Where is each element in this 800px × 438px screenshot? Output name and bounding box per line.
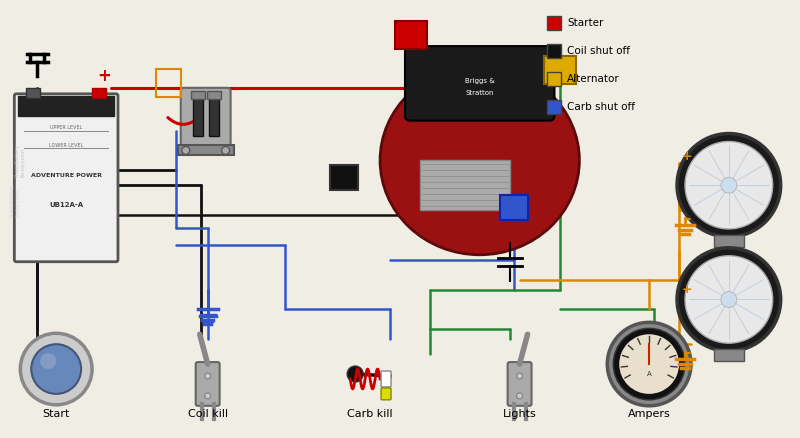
- Circle shape: [614, 328, 685, 400]
- Circle shape: [677, 248, 781, 351]
- Circle shape: [205, 373, 210, 379]
- Text: Lights: Lights: [502, 409, 537, 419]
- Text: Starter: Starter: [567, 18, 604, 28]
- Circle shape: [607, 322, 691, 406]
- Text: PowerBattery
Factory.com: PowerBattery Factory.com: [14, 144, 25, 177]
- Text: Coil kill: Coil kill: [188, 409, 228, 419]
- Circle shape: [222, 146, 230, 155]
- Text: Briggs &: Briggs &: [465, 78, 494, 84]
- Text: UB12A-A: UB12A-A: [49, 202, 83, 208]
- Bar: [395, 21, 427, 49]
- Bar: [547, 16, 562, 30]
- Text: Carb kill: Carb kill: [347, 409, 393, 419]
- FancyBboxPatch shape: [381, 371, 391, 387]
- FancyBboxPatch shape: [196, 362, 220, 406]
- Bar: [209, 96, 218, 135]
- Text: -: -: [684, 211, 690, 226]
- Circle shape: [205, 393, 210, 399]
- Text: Start: Start: [42, 409, 70, 419]
- Bar: [714, 349, 744, 361]
- Text: LOWER LEVEL: LOWER LEVEL: [49, 143, 83, 148]
- Bar: [714, 235, 744, 247]
- Text: Ampers: Ampers: [628, 409, 670, 419]
- Text: Carb shut off: Carb shut off: [567, 102, 635, 112]
- FancyBboxPatch shape: [405, 46, 554, 120]
- Circle shape: [182, 146, 190, 155]
- Circle shape: [685, 141, 773, 229]
- FancyBboxPatch shape: [14, 94, 118, 262]
- Text: Stratton: Stratton: [466, 90, 494, 96]
- Bar: [26, 88, 40, 98]
- Text: Coil shut off: Coil shut off: [567, 46, 630, 56]
- Text: +: +: [97, 67, 111, 85]
- Bar: [18, 96, 114, 116]
- Bar: [178, 145, 234, 155]
- Text: Alternator: Alternator: [567, 74, 620, 84]
- Circle shape: [347, 366, 363, 382]
- Bar: [547, 44, 562, 58]
- Circle shape: [20, 333, 92, 405]
- Circle shape: [677, 134, 781, 237]
- Circle shape: [721, 177, 737, 193]
- Wedge shape: [619, 334, 679, 394]
- Bar: [193, 96, 202, 135]
- Bar: [547, 72, 562, 86]
- Text: A: A: [646, 371, 651, 377]
- Bar: [92, 88, 106, 98]
- Bar: [547, 100, 562, 114]
- Ellipse shape: [380, 66, 579, 255]
- Circle shape: [40, 353, 56, 369]
- Text: -: -: [684, 345, 690, 360]
- Circle shape: [721, 292, 737, 307]
- Text: UPPER LEVEL: UPPER LEVEL: [50, 125, 82, 130]
- Circle shape: [685, 256, 773, 343]
- Text: +: +: [682, 283, 692, 296]
- Bar: [206, 91, 221, 99]
- Bar: [330, 165, 358, 190]
- FancyBboxPatch shape: [508, 362, 531, 406]
- Text: ADVENTURE POWER: ADVENTURE POWER: [30, 173, 102, 178]
- Circle shape: [31, 344, 81, 394]
- Bar: [156, 69, 181, 97]
- Text: PowerBattery
Factory.com: PowerBattery Factory.com: [10, 184, 20, 217]
- Bar: [190, 91, 205, 99]
- Bar: [545, 56, 576, 84]
- Bar: [420, 160, 510, 210]
- FancyBboxPatch shape: [381, 388, 391, 400]
- FancyBboxPatch shape: [181, 88, 230, 148]
- Text: +: +: [682, 150, 692, 163]
- Bar: [500, 195, 527, 220]
- Circle shape: [517, 373, 522, 379]
- Circle shape: [517, 393, 522, 399]
